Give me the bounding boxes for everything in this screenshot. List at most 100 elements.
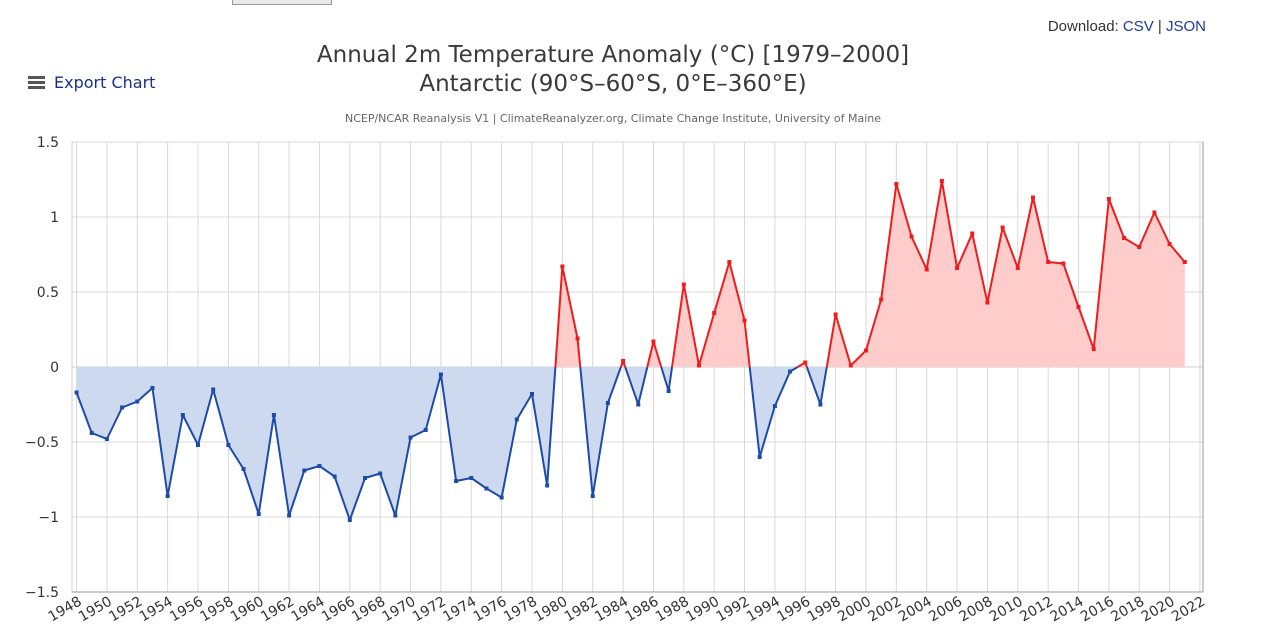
data-point — [818, 402, 823, 407]
data-point — [788, 369, 793, 374]
y-tick-label: −1 — [38, 510, 59, 526]
data-point — [1106, 197, 1111, 201]
positive-area — [647, 341, 662, 367]
data-point — [408, 435, 413, 440]
data-point — [742, 318, 747, 323]
data-point — [74, 390, 79, 395]
data-point — [590, 494, 595, 498]
data-point — [636, 402, 641, 407]
data-point — [454, 479, 459, 483]
export-chart-label: Export Chart — [54, 73, 156, 92]
data-point — [803, 360, 808, 365]
chart-title: Annual 2m Temperature Anomaly (°C) [1979… — [317, 42, 909, 68]
negative-area — [625, 367, 648, 405]
download-csv-link[interactable]: CSV — [1122, 18, 1154, 35]
top-tab[interactable] — [232, 0, 332, 5]
data-point — [1061, 261, 1066, 266]
data-point — [499, 495, 504, 500]
data-point — [1167, 242, 1172, 246]
data-point — [120, 405, 125, 410]
data-point — [1152, 210, 1157, 215]
data-point — [135, 399, 140, 404]
download-json-link[interactable]: JSON — [1165, 18, 1206, 35]
negative-area — [76, 367, 556, 520]
data-point — [621, 359, 626, 363]
data-point — [393, 513, 398, 518]
y-tick-label: 0 — [50, 360, 59, 376]
data-point — [529, 392, 534, 396]
data-point — [772, 404, 777, 408]
data-point — [833, 312, 838, 317]
data-point — [1137, 245, 1142, 249]
y-tick-label: −1.5 — [25, 585, 59, 601]
data-point — [1015, 266, 1020, 270]
data-point — [423, 428, 428, 432]
chart-credit: NCEP/NCAR Reanalysis V1 | ClimateReanaly… — [345, 112, 881, 125]
data-point — [1122, 236, 1127, 240]
data-point — [302, 468, 307, 473]
negative-series-line — [579, 366, 622, 497]
data-point — [317, 464, 322, 468]
data-point — [575, 336, 580, 341]
data-point — [514, 417, 519, 422]
data-point — [89, 431, 94, 435]
data-point — [545, 483, 550, 488]
data-point — [1000, 225, 1005, 230]
data-point — [848, 363, 853, 368]
data-point — [1182, 260, 1187, 264]
data-point — [970, 231, 975, 236]
data-point — [651, 339, 656, 344]
data-point — [879, 297, 884, 302]
data-point — [362, 476, 367, 480]
data-point — [863, 348, 868, 353]
data-point — [1091, 347, 1096, 351]
chart-subtitle: Antarctic (90°S–60°S, 0°E–360°E) — [419, 71, 806, 97]
data-point — [985, 300, 990, 305]
positive-series-line — [554, 265, 582, 368]
positive-area — [672, 262, 750, 367]
y-tick-label: 1 — [50, 210, 59, 226]
y-tick-label: 1.5 — [37, 135, 59, 151]
data-point — [681, 282, 686, 287]
data-point — [271, 413, 276, 417]
data-point — [1076, 305, 1081, 309]
data-point — [757, 455, 762, 459]
data-point — [666, 389, 671, 393]
data-point — [696, 363, 701, 368]
data-point — [241, 467, 246, 471]
data-point — [484, 486, 489, 491]
data-point — [909, 234, 914, 239]
data-point — [180, 413, 185, 417]
download-links: Download: CSV | JSON — [1048, 18, 1206, 35]
data-point — [939, 179, 944, 183]
data-point — [894, 182, 899, 186]
data-point — [712, 311, 717, 315]
data-point — [165, 494, 170, 498]
data-point — [332, 474, 337, 479]
data-point — [955, 266, 960, 270]
data-point — [211, 387, 216, 392]
data-point — [438, 372, 443, 377]
export-chart-button[interactable]: Export Chart — [28, 73, 155, 92]
download-label: Download: — [1047, 18, 1119, 35]
point-layer — [74, 179, 1187, 522]
data-point — [560, 264, 565, 269]
data-point — [347, 518, 352, 522]
data-point — [150, 386, 155, 390]
download-separator: | — [1157, 18, 1162, 35]
data-point — [226, 443, 231, 447]
data-point — [256, 512, 261, 516]
data-point — [469, 476, 474, 480]
data-point — [1046, 260, 1051, 264]
data-point — [1030, 195, 1035, 200]
data-point — [924, 267, 929, 272]
y-tick-label: 0.5 — [37, 285, 59, 301]
data-point — [196, 443, 201, 447]
hamburger-menu-icon — [28, 76, 45, 89]
y-tick-label: −0.5 — [25, 435, 59, 451]
positive-area — [826, 181, 1185, 367]
data-point — [287, 513, 292, 518]
data-point — [605, 401, 610, 405]
